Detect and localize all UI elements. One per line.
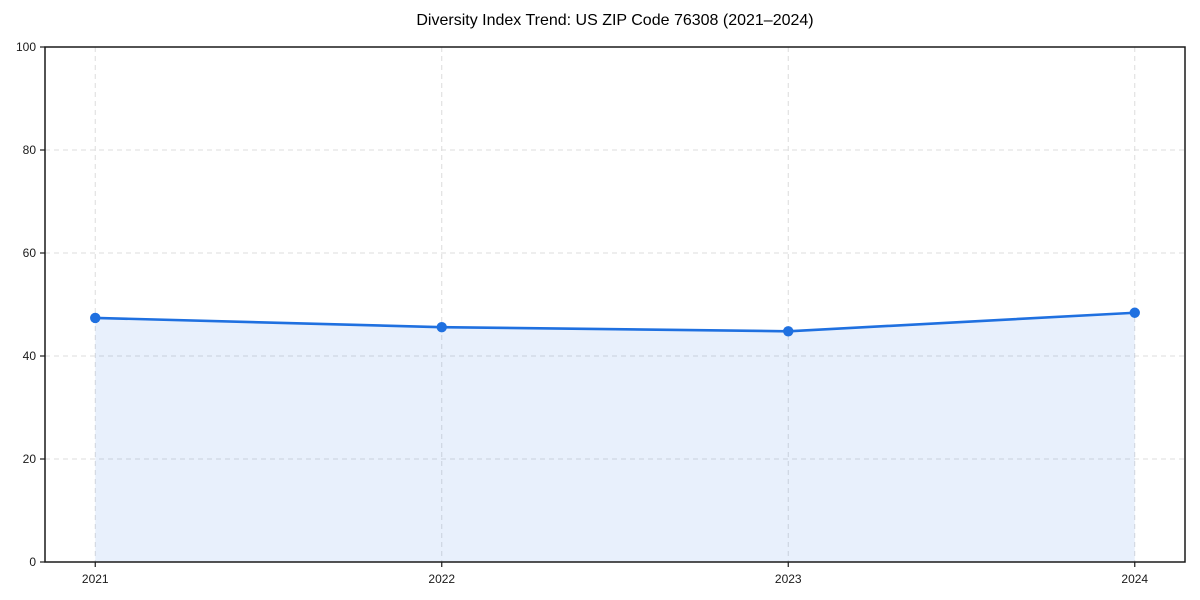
data-point-2021: [90, 312, 101, 324]
y-tick-label-20: 20: [23, 452, 37, 466]
y-tick-label-80: 80: [23, 143, 37, 157]
y-tick-label-60: 60: [23, 246, 37, 260]
x-tick-label-2023: 2023: [775, 572, 802, 586]
data-point-2022: [436, 321, 447, 333]
y-tick-label-40: 40: [23, 349, 37, 363]
x-tick-label-2021: 2021: [82, 572, 109, 586]
data-point-2024: [1129, 307, 1140, 318]
x-tick-label-2024: 2024: [1121, 572, 1148, 586]
y-tick-label-100: 100: [16, 40, 36, 54]
trend-line: [93, 311, 1137, 333]
chart-title: Diversity Index Trend: US ZIP Code 76308…: [416, 12, 814, 29]
x-tick-label-2022: 2022: [428, 572, 455, 586]
axes-spines: [44, 46, 1186, 563]
y-tick-label-0: 0: [29, 555, 36, 569]
trend-area-fill: [95, 312, 1135, 562]
data-point-2023: [783, 326, 794, 337]
